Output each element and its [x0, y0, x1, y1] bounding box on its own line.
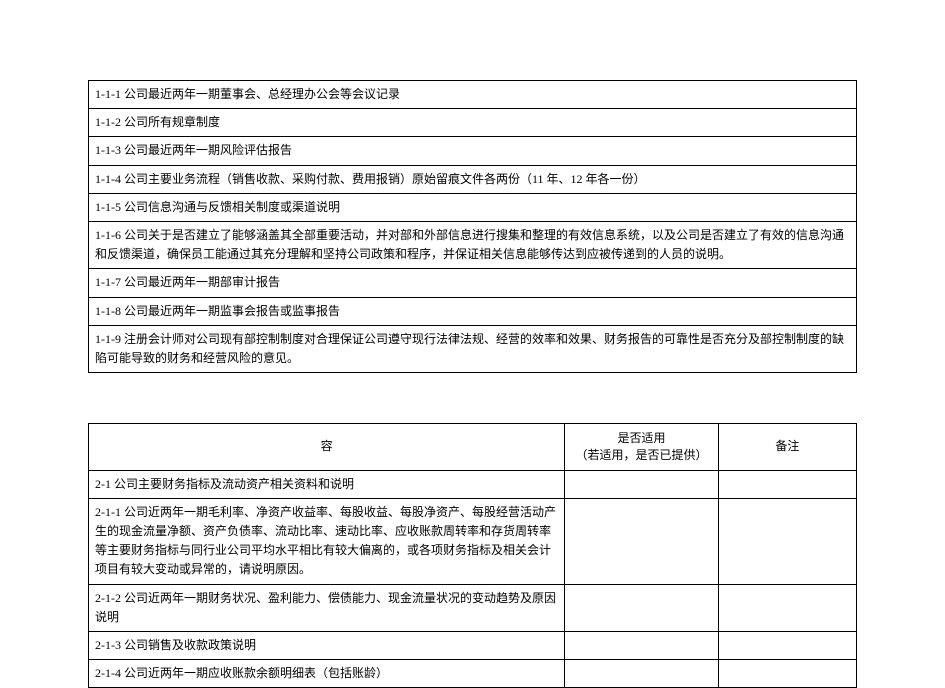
table-row: 1-1-3 公司最近两年一期风险评估报告	[89, 137, 857, 165]
table-row: 1-1-6 公司关于是否建立了能够涵盖其全部重要活动，并对部和外部信息进行搜集和…	[89, 221, 857, 268]
table-row: 1-1-2 公司所有规章制度	[89, 109, 857, 137]
table-row: 1-1-7 公司最近两年一期部审计报告	[89, 269, 857, 297]
table2-applicable-cell	[565, 584, 719, 631]
table-spacer	[88, 373, 857, 423]
table2-notes-cell	[718, 584, 856, 631]
table2-notes-cell	[718, 470, 856, 498]
table-row: 2-1-1 公司近两年一期毛利率、净资产收益率、每股收益、每股净资产、每股经营活…	[89, 498, 857, 584]
table-row: 1-1-9 注册会计师对公司现有部控制制度对合理保证公司遵守现行法律法规、经营的…	[89, 325, 857, 372]
table2-desc-cell: 2-1-2 公司近两年一期财务状况、盈利能力、偿债能力、现金流量状况的变动趋势及…	[89, 584, 565, 631]
table-section-1: 1-1-1 公司最近两年一期董事会、总经理办公会等会议记录1-1-2 公司所有规…	[88, 80, 857, 373]
table-row: 2-1 公司主要财务指标及流动资产相关资料和说明	[89, 470, 857, 498]
table2-header-desc: 容	[89, 424, 565, 471]
table2-header-row: 容 是否适用（若适用，是否已提供） 备注	[89, 424, 857, 471]
table2-applicable-cell	[565, 498, 719, 584]
table2-notes-cell	[718, 498, 856, 584]
table-row: 2-1-2 公司近两年一期财务状况、盈利能力、偿债能力、现金流量状况的变动趋势及…	[89, 584, 857, 631]
table2-applicable-cell	[565, 660, 719, 688]
table-row: 1-1-1 公司最近两年一期董事会、总经理办公会等会议记录	[89, 81, 857, 109]
table-row: 1-1-4 公司主要业务流程（销售收款、采购付款、费用报销）原始留痕文件各两份（…	[89, 165, 857, 193]
table2-header-applicable: 是否适用（若适用，是否已提供）	[565, 424, 719, 471]
table1-cell: 1-1-6 公司关于是否建立了能够涵盖其全部重要活动，并对部和外部信息进行搜集和…	[89, 221, 857, 268]
table2-desc-cell: 2-1-4 公司近两年一期应收账款余额明细表（包括账龄）	[89, 660, 565, 688]
table-section-2: 容 是否适用（若适用，是否已提供） 备注 2-1 公司主要财务指标及流动资产相关…	[88, 423, 857, 688]
table2-header-notes: 备注	[718, 424, 856, 471]
table2-notes-cell	[718, 660, 856, 688]
table1-cell: 1-1-5 公司信息沟通与反馈相关制度或渠道说明	[89, 193, 857, 221]
table1-cell: 1-1-8 公司最近两年一期监事会报告或监事报告	[89, 297, 857, 325]
table-row: 1-1-8 公司最近两年一期监事会报告或监事报告	[89, 297, 857, 325]
table1-cell: 1-1-1 公司最近两年一期董事会、总经理办公会等会议记录	[89, 81, 857, 109]
table1-cell: 1-1-4 公司主要业务流程（销售收款、采购付款、费用报销）原始留痕文件各两份（…	[89, 165, 857, 193]
table2-applicable-cell	[565, 631, 719, 659]
table2-desc-cell: 2-1-3 公司销售及收款政策说明	[89, 631, 565, 659]
table2-desc-cell: 2-1-1 公司近两年一期毛利率、净资产收益率、每股收益、每股净资产、每股经营活…	[89, 498, 565, 584]
table2-applicable-cell	[565, 470, 719, 498]
table1-cell: 1-1-2 公司所有规章制度	[89, 109, 857, 137]
table1-cell: 1-1-7 公司最近两年一期部审计报告	[89, 269, 857, 297]
table1-cell: 1-1-9 注册会计师对公司现有部控制制度对合理保证公司遵守现行法律法规、经营的…	[89, 325, 857, 372]
table-row: 1-1-5 公司信息沟通与反馈相关制度或渠道说明	[89, 193, 857, 221]
table-row: 2-1-3 公司销售及收款政策说明	[89, 631, 857, 659]
table2-desc-cell: 2-1 公司主要财务指标及流动资产相关资料和说明	[89, 470, 565, 498]
table-row: 2-1-4 公司近两年一期应收账款余额明细表（包括账龄）	[89, 660, 857, 688]
table2-notes-cell	[718, 631, 856, 659]
table1-cell: 1-1-3 公司最近两年一期风险评估报告	[89, 137, 857, 165]
